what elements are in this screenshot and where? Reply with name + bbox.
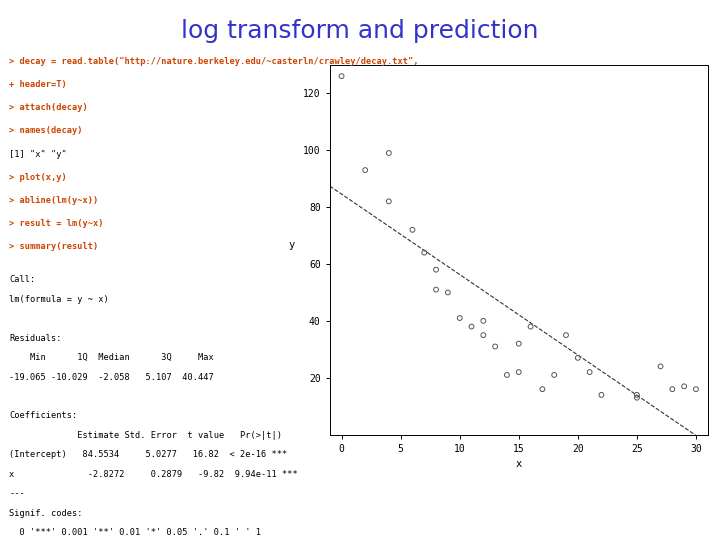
Text: -19.065 -10.029  -2.058   5.107  40.447: -19.065 -10.029 -2.058 5.107 40.447 [9, 373, 214, 382]
Text: [1] "x" "y": [1] "x" "y" [9, 150, 67, 159]
Text: x              -2.8272     0.2879   -9.82  9.94e-11 ***: x -2.8272 0.2879 -9.82 9.94e-11 *** [9, 470, 298, 479]
Point [501, 370, 513, 379]
Text: ---: --- [9, 489, 25, 498]
Point [513, 368, 524, 376]
Point [667, 385, 678, 394]
Point [418, 248, 430, 257]
Point [359, 166, 371, 174]
Point [549, 370, 560, 379]
Text: Estimate Std. Error  t value   Pr(>|t|): Estimate Std. Error t value Pr(>|t|) [9, 431, 282, 440]
Text: Call:: Call: [9, 275, 35, 285]
Text: > summary(result): > summary(result) [9, 242, 99, 252]
Text: (Intercept)   84.5534     5.0277   16.82  < 2e-16 ***: (Intercept) 84.5534 5.0277 16.82 < 2e-16… [9, 450, 287, 460]
Point [678, 382, 690, 390]
Text: Coefficients:: Coefficients: [9, 411, 78, 421]
Point [431, 265, 442, 274]
Text: Residuals:: Residuals: [9, 334, 62, 343]
Point [477, 331, 489, 340]
Point [654, 362, 666, 371]
Text: > attach(decay): > attach(decay) [9, 103, 88, 112]
Point [690, 385, 702, 394]
Point [490, 342, 501, 351]
Point [536, 385, 548, 394]
Point [431, 285, 442, 294]
Text: > abline(lm(y~x)): > abline(lm(y~x)) [9, 196, 99, 205]
Text: Min      1Q  Median      3Q     Max: Min 1Q Median 3Q Max [9, 353, 214, 362]
Point [466, 322, 477, 331]
Point [631, 393, 643, 402]
Y-axis label: y: y [289, 240, 295, 249]
Point [383, 148, 395, 157]
Text: lm(formula = y ~ x): lm(formula = y ~ x) [9, 295, 109, 304]
Point [383, 197, 395, 206]
Point [584, 368, 595, 376]
Text: + header=T): + header=T) [9, 80, 67, 89]
Text: > result = lm(y~x): > result = lm(y~x) [9, 219, 104, 228]
Text: > plot(x,y): > plot(x,y) [9, 173, 67, 182]
Point [513, 339, 524, 348]
Point [454, 314, 465, 322]
Text: 0 '***' 0.001 '**' 0.01 '*' 0.05 '.' 0.1 ' ' 1: 0 '***' 0.001 '**' 0.01 '*' 0.05 '.' 0.1… [9, 528, 261, 537]
Point [407, 226, 418, 234]
Point [477, 316, 489, 325]
X-axis label: x: x [516, 460, 522, 469]
Text: > names(decay): > names(decay) [9, 126, 83, 136]
Point [442, 288, 454, 297]
Point [336, 72, 347, 80]
Text: log transform and prediction: log transform and prediction [181, 19, 539, 43]
Point [560, 331, 572, 340]
Point [595, 390, 607, 399]
Text: > decay = read.table("http://nature.berkeley.edu/~casterln/crawley/decay.txt",: > decay = read.table("http://nature.berk… [9, 57, 419, 66]
Point [572, 354, 584, 362]
Text: Signif. codes:: Signif. codes: [9, 509, 83, 518]
Point [631, 390, 643, 399]
Point [525, 322, 536, 331]
